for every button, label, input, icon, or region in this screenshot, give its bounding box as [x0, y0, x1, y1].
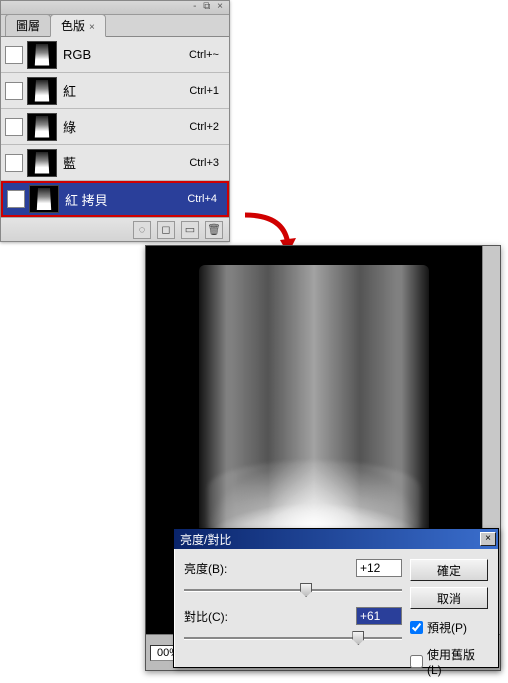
brightness-contrast-dialog: 亮度/對比 × 亮度(B): 對比(C): 確定 — [173, 528, 499, 668]
panel-window-controls[interactable]: - ⧉ × — [1, 1, 229, 15]
channel-name: RGB — [63, 47, 189, 62]
channel-shortcut: Ctrl+~ — [189, 49, 219, 61]
new-channel-icon[interactable]: ▭ — [181, 221, 199, 239]
contrast-handle[interactable] — [352, 631, 364, 645]
preview-checkbox-row[interactable]: 預視(P) — [410, 619, 488, 636]
contrast-input[interactable] — [356, 607, 402, 625]
channel-row[interactable]: 綠Ctrl+2 — [1, 109, 229, 145]
channel-name: 綠 — [63, 117, 189, 136]
close-icon[interactable]: × — [89, 22, 95, 33]
tab-channels-label: 色版 — [61, 19, 85, 33]
ok-button[interactable]: 確定 — [410, 559, 488, 581]
visibility-toggle[interactable]: 👁 — [7, 190, 25, 208]
preview-label: 預視(P) — [427, 619, 467, 636]
dialog-titlebar[interactable]: 亮度/對比 × — [174, 529, 498, 549]
channel-name: 藍 — [63, 153, 189, 172]
channel-shortcut: Ctrl+3 — [189, 157, 219, 169]
channel-name: 紅 拷貝 — [65, 190, 187, 209]
save-selection-icon[interactable]: ◻ — [157, 221, 175, 239]
channel-shortcut: Ctrl+2 — [189, 121, 219, 133]
channel-thumbnail — [29, 185, 59, 213]
close-icon[interactable]: × — [480, 532, 496, 546]
brightness-label: 亮度(B): — [184, 560, 244, 577]
channel-row[interactable]: 藍Ctrl+3 — [1, 145, 229, 181]
legacy-label: 使用舊版(L) — [427, 646, 488, 677]
channels-footer: ◌ ◻ ▭ 🗑 — [1, 217, 229, 241]
brightness-slider[interactable] — [184, 581, 402, 599]
channel-shortcut: Ctrl+4 — [187, 193, 217, 205]
visibility-toggle[interactable] — [5, 82, 23, 100]
visibility-toggle[interactable] — [5, 118, 23, 136]
channel-row[interactable]: 👁 紅 拷貝Ctrl+4 — [1, 181, 229, 217]
delete-channel-icon[interactable]: 🗑 — [205, 221, 223, 239]
channel-thumbnail — [27, 113, 57, 141]
channel-thumbnail — [27, 41, 57, 69]
preview-checkbox[interactable] — [410, 621, 423, 634]
visibility-toggle[interactable] — [5, 154, 23, 172]
channel-list: RGBCtrl+~紅Ctrl+1綠Ctrl+2藍Ctrl+3👁紅 拷貝Ctrl+… — [1, 37, 229, 217]
dialog-title: 亮度/對比 — [180, 531, 231, 548]
brightness-input[interactable] — [356, 559, 402, 577]
channel-shortcut: Ctrl+1 — [189, 85, 219, 97]
channel-thumbnail — [27, 149, 57, 177]
legacy-checkbox[interactable] — [410, 655, 423, 668]
panel-tabs: 圖層 色版 × — [1, 15, 229, 37]
cancel-button[interactable]: 取消 — [410, 587, 488, 609]
channel-row[interactable]: RGBCtrl+~ — [1, 37, 229, 73]
visibility-toggle[interactable] — [5, 46, 23, 64]
channel-row[interactable]: 紅Ctrl+1 — [1, 73, 229, 109]
channel-thumbnail — [27, 77, 57, 105]
channel-name: 紅 — [63, 81, 189, 100]
tab-channels[interactable]: 色版 × — [50, 14, 106, 37]
tab-layers[interactable]: 圖層 — [5, 14, 51, 36]
legacy-checkbox-row[interactable]: 使用舊版(L) — [410, 646, 488, 677]
load-selection-icon[interactable]: ◌ — [133, 221, 151, 239]
contrast-slider[interactable] — [184, 629, 402, 647]
channels-panel: - ⧉ × 圖層 色版× RGBCtrl+~紅Ctrl+1綠Ctrl+2藍Ctr… — [0, 0, 230, 242]
contrast-label: 對比(C): — [184, 608, 244, 625]
brightness-handle[interactable] — [300, 583, 312, 597]
